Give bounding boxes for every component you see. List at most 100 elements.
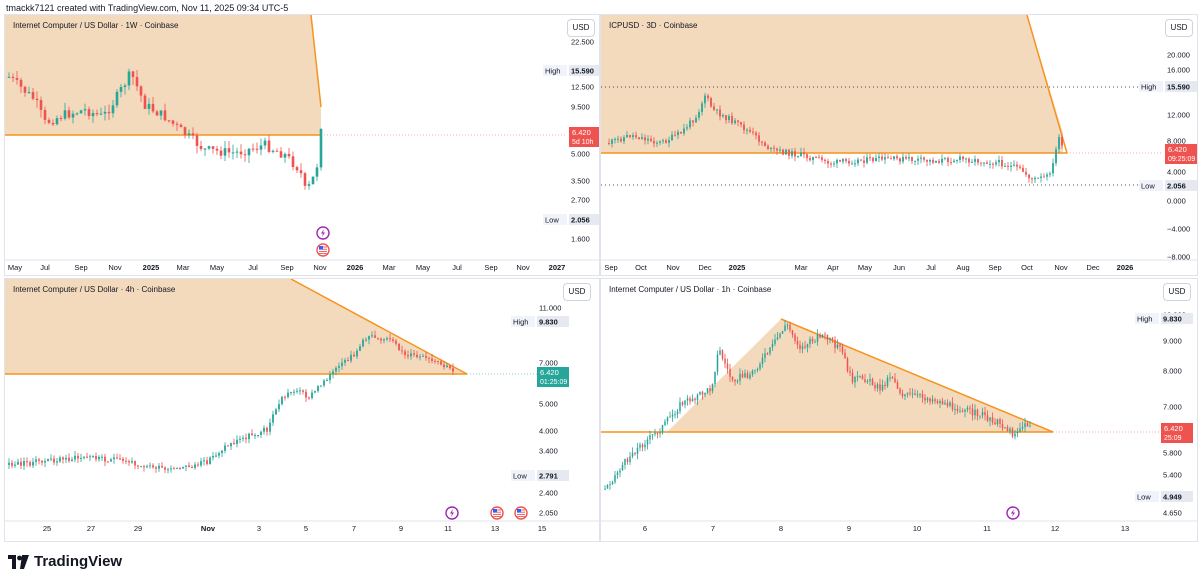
candle-body <box>74 455 76 460</box>
candle-body <box>92 456 94 458</box>
candle-body <box>959 156 961 160</box>
candle-body <box>254 435 256 437</box>
logo-text: TradingView <box>34 553 123 570</box>
candle-body <box>629 134 631 138</box>
candle-body <box>944 402 946 405</box>
candle-body <box>879 384 881 391</box>
candle-body <box>864 379 866 383</box>
high-value: 15.590 <box>571 67 594 76</box>
candle-body <box>659 141 661 143</box>
candle-body <box>749 374 751 379</box>
candle-body <box>926 159 928 162</box>
candle-body <box>971 408 974 416</box>
candle-body <box>350 354 352 361</box>
candle-body <box>43 110 47 120</box>
chart-panel-weekly[interactable]: 22.500 High 15.590 12.500 9.500 5.000 3.500 2.7… <box>4 14 600 276</box>
candle-body <box>416 354 418 357</box>
currency-button[interactable]: USD <box>1165 19 1193 37</box>
candle-body <box>62 457 64 460</box>
candle-body <box>809 338 811 345</box>
panel-title: Internet Computer / US Dollar · 1W · Coi… <box>13 21 179 30</box>
candle-body <box>920 157 922 159</box>
y-axis-label: 12.500 <box>571 83 594 92</box>
candle-body <box>947 157 949 163</box>
candle-body <box>694 398 696 401</box>
weekly-chart-canvas[interactable]: 22.500 High 15.590 12.500 9.500 5.000 3.500 2.7… <box>5 15 599 275</box>
hl-value-bg <box>1165 81 1197 92</box>
candle-body <box>875 158 877 162</box>
candle-body <box>131 71 135 77</box>
candle-body <box>219 150 223 156</box>
candle-body <box>212 455 214 458</box>
candle-body <box>39 100 43 111</box>
candle-body <box>851 372 854 383</box>
candle-body <box>103 111 107 114</box>
y-axis-label: 2.400 <box>539 489 558 498</box>
currency-button[interactable]: USD <box>1163 283 1191 301</box>
y-axis-label: 4.000 <box>539 427 558 436</box>
candle-body <box>936 401 939 404</box>
candle-body <box>826 334 829 340</box>
chart-panel-4h[interactable]: 11.000 High 9.830 7.000 5.000 4.000 3.400 Low 2.… <box>4 278 600 542</box>
bar-countdown: 09:25:09 <box>1168 156 1195 163</box>
candle-body <box>83 109 87 111</box>
candle-body <box>636 447 639 454</box>
candle-body <box>20 461 22 466</box>
chart-panel-1h[interactable]: 10.000High9.8309.0008.0007.0005.8005.400… <box>600 278 1198 542</box>
candle-body <box>1016 431 1019 434</box>
x-axis-label: 2027 <box>549 263 566 272</box>
y-axis-label: 16.000 <box>1167 66 1190 75</box>
high-value: 9.830 <box>539 318 558 327</box>
candle-body <box>769 347 771 354</box>
candle-body <box>267 140 271 152</box>
candle-body <box>50 458 52 460</box>
candle-body <box>221 450 223 454</box>
candle-body <box>624 458 626 465</box>
candle-body <box>197 464 199 466</box>
candle-body <box>656 432 659 434</box>
candle-body <box>809 158 811 161</box>
candle-body <box>743 124 745 131</box>
candle-body <box>251 148 255 150</box>
candle-body <box>53 458 55 463</box>
candle-body <box>949 402 951 406</box>
candle-body <box>677 131 679 136</box>
candle-body <box>29 462 31 466</box>
candle-body <box>434 360 436 362</box>
currency-button[interactable]: USD <box>567 19 595 37</box>
candle-body <box>857 159 859 164</box>
candle-body <box>215 455 217 457</box>
candle-body <box>919 394 921 396</box>
candle-body <box>761 357 764 364</box>
candle-body <box>707 95 709 99</box>
x-axis-label: 2026 <box>1117 263 1134 272</box>
candle-body <box>175 123 179 125</box>
tradingview-logo[interactable]: TradingView <box>8 553 122 570</box>
y-axis-label: 1.600 <box>571 235 590 244</box>
candle-body <box>14 464 16 466</box>
candle-body <box>1019 428 1021 432</box>
resistance-line <box>290 279 468 375</box>
price-badge-bg <box>537 367 569 387</box>
candle-body <box>149 465 151 467</box>
candle-body <box>974 159 976 162</box>
1h-chart-canvas[interactable]: 10.000High9.8309.0008.0007.0005.8005.400… <box>601 279 1197 541</box>
candle-body <box>859 376 861 378</box>
currency-button[interactable]: USD <box>563 283 591 301</box>
candle-body <box>223 148 227 156</box>
candle-body <box>17 461 19 465</box>
candle-body <box>976 409 979 416</box>
candle-body <box>146 466 148 468</box>
4h-chart-canvas[interactable]: 11.000 High 9.830 7.000 5.000 4.000 3.400 Low 2.… <box>5 279 599 541</box>
chart-panel-3d[interactable]: 20.000 16.000 High 15.590 12.000 8.000 4.000 Lo… <box>600 14 1198 276</box>
candle-body <box>981 412 984 416</box>
candle-body <box>884 384 886 387</box>
candle-body <box>764 142 766 147</box>
candle-body <box>776 337 779 340</box>
candle-body <box>443 364 445 368</box>
candle-body <box>759 363 761 369</box>
high-label: High <box>1137 315 1152 324</box>
candle-body <box>419 356 421 358</box>
3d-chart-canvas[interactable]: 20.000 16.000 High 15.590 12.000 8.000 4.000 Lo… <box>601 15 1197 275</box>
candle-body <box>731 376 734 380</box>
